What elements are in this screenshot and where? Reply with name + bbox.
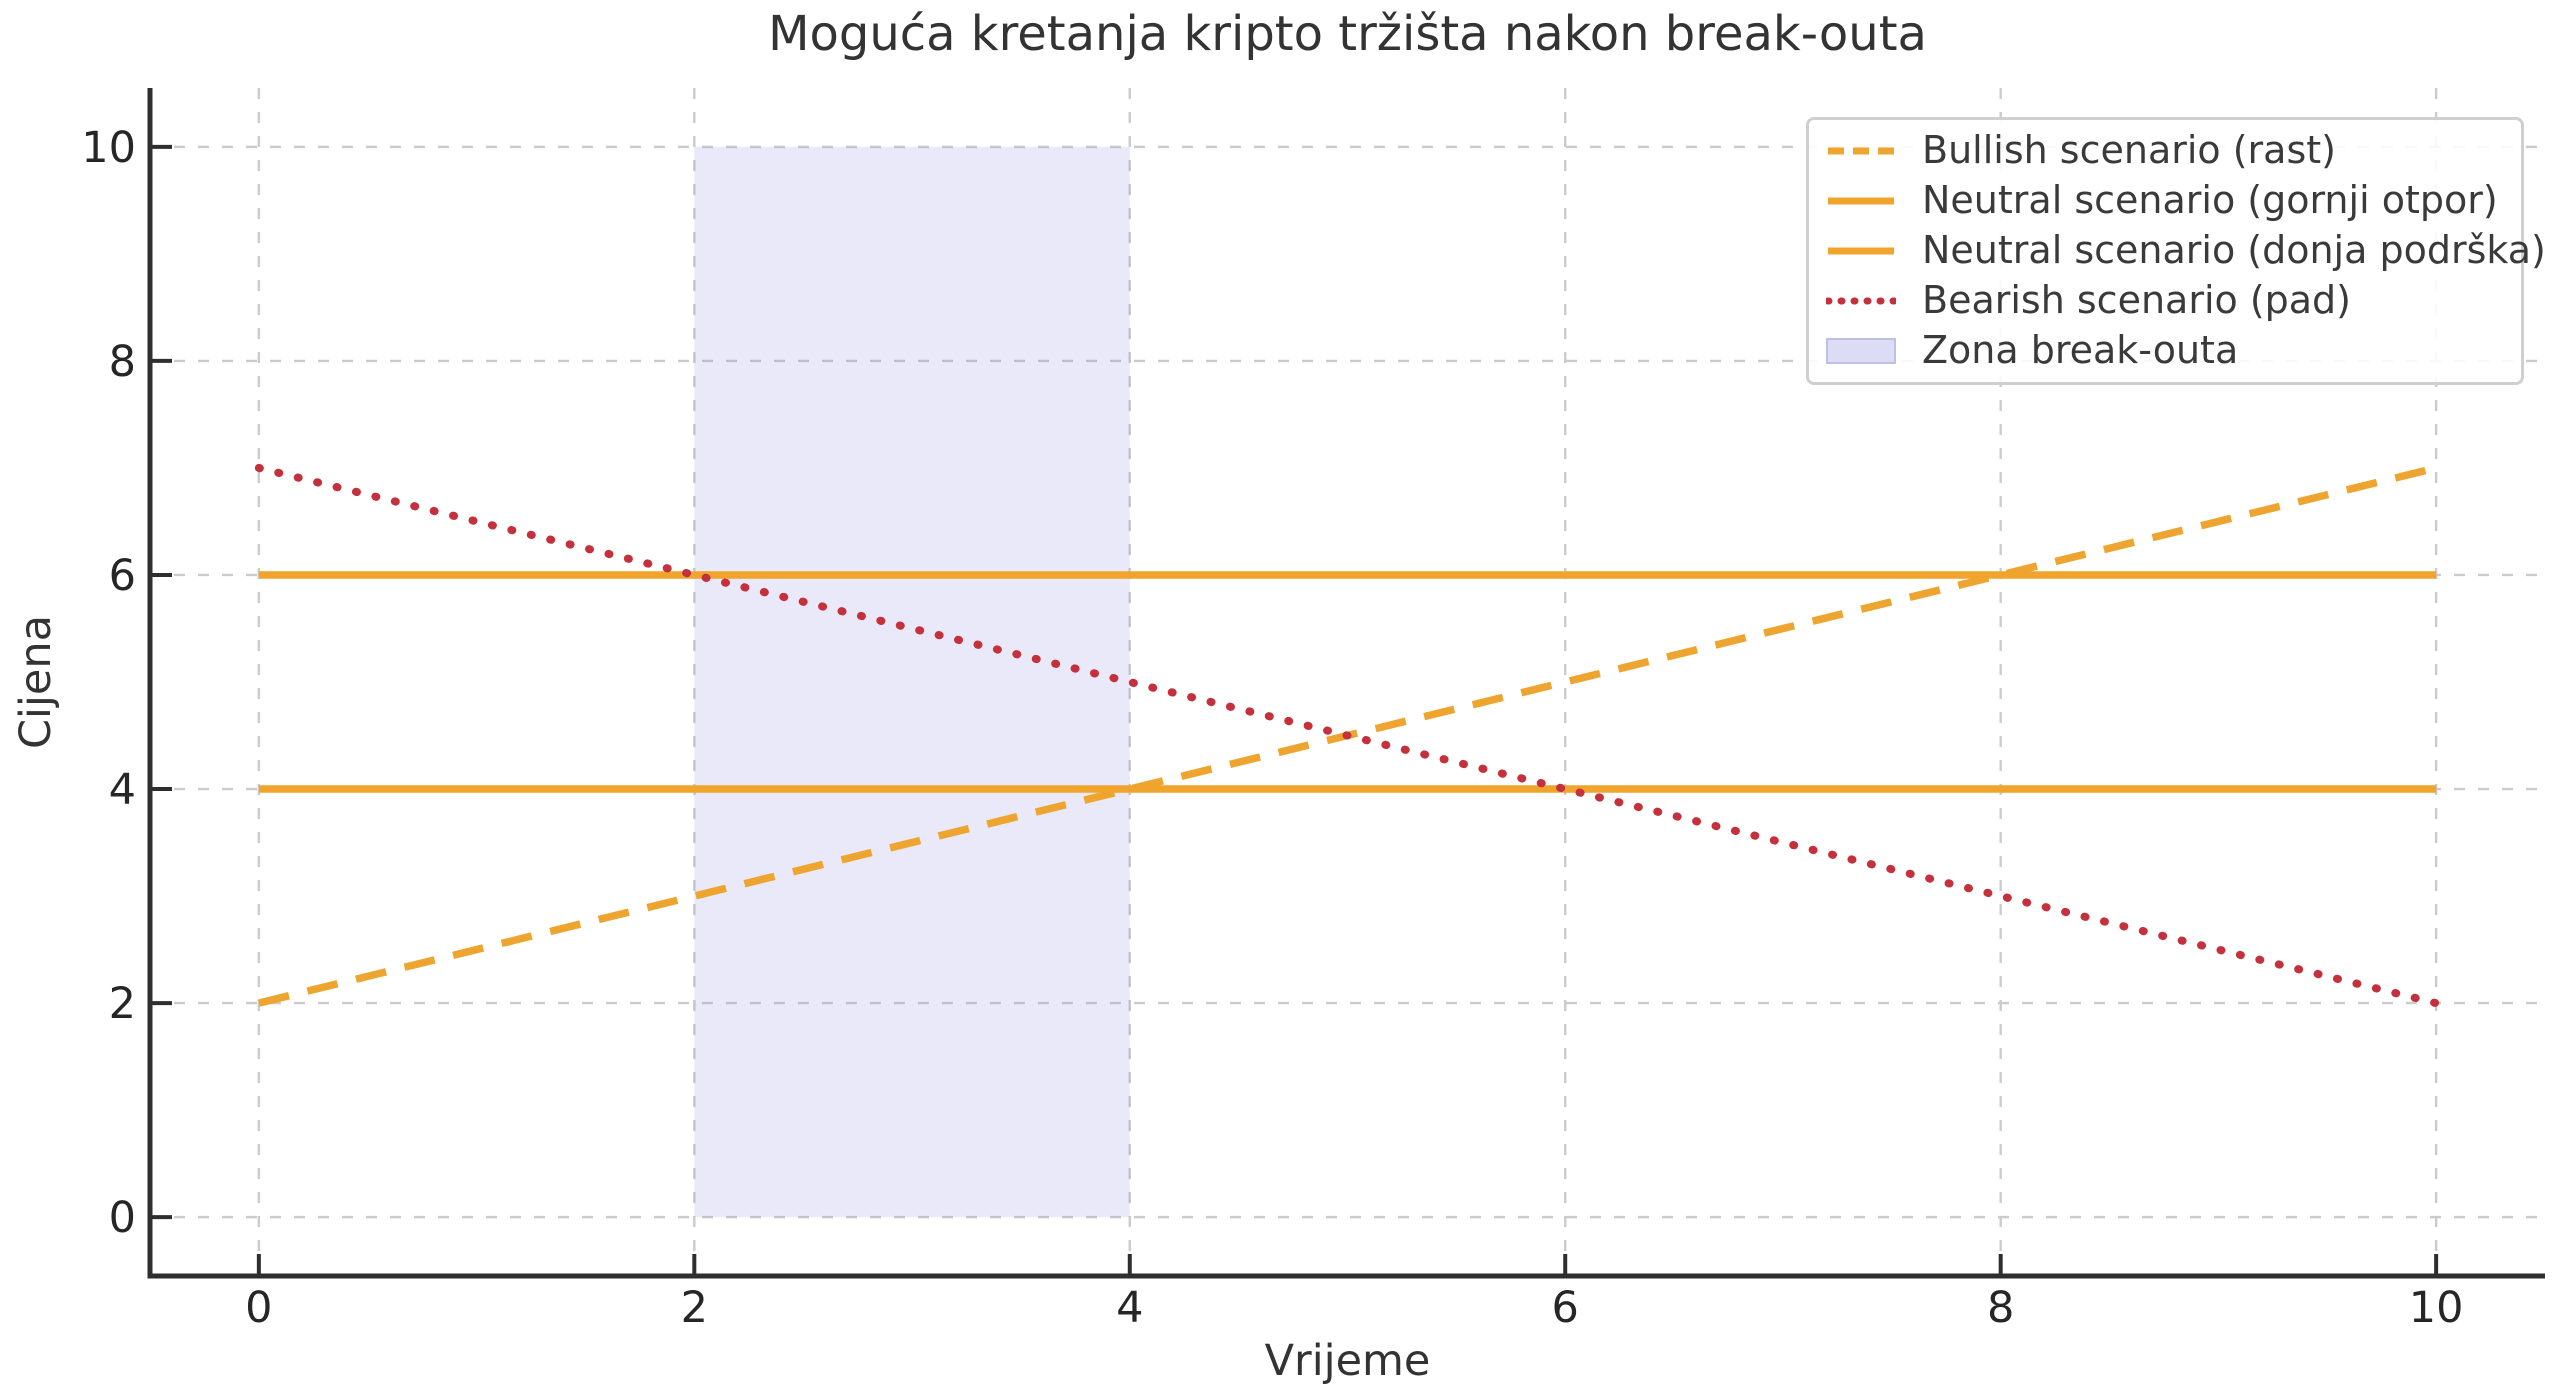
x-tick-label: 6 [1552,1283,1579,1333]
series-line-bearish-scenario-pad [254,463,2441,1008]
y-tick-label: 10 [81,123,136,173]
y-tick-label: 2 [109,979,136,1029]
legend-entry-bearish-scenario-pad: Bearish scenario (pad) [1809,276,2521,326]
bearish-scenario-pad-swatch-icon [1826,297,1896,305]
neutral-scenario-gornji-otpor-swatch-icon [1828,197,1894,205]
legend: Bullish scenario (rast) Neutral scenario … [1806,117,2546,385]
zona-break-outa-swatch-icon [1826,338,1896,364]
y-tick-label: 0 [109,1193,136,1243]
x-tick-label: 8 [1987,1283,2014,1333]
x-tick-label: 10 [2409,1283,2464,1333]
y-tick-label: 4 [109,765,136,815]
legend-entry-neutral-scenario-gornji-otpor: Neutral scenario (gornji otpor) [1809,176,2521,226]
legend-label: Bullish scenario (rast) [1922,128,2336,173]
x-tick-label: 4 [1116,1283,1143,1333]
y-tick-label: 8 [109,337,136,387]
legend-label: Bearish scenario (pad) [1922,278,2352,323]
zone-zona-break-outa [694,146,1130,1218]
neutral-scenario-donja-podr-ka-swatch-icon [1828,247,1894,255]
legend-label: Zona break-outa [1922,328,2239,373]
legend-entry-zona-break-outa: Zona break-outa [1809,326,2521,376]
legend-entry-bullish-scenario-rast: Bullish scenario (rast) [1809,126,2521,176]
x-axis-label: Vrijeme [1264,1336,1431,1386]
x-tick-label: 2 [681,1283,708,1333]
y-tick-label: 6 [109,551,136,601]
legend-entry-neutral-scenario-donja-podr-ka: Neutral scenario (donja podrška) [1809,226,2546,276]
bullish-scenario-rast-swatch-icon [1828,147,1894,155]
legend-label: Neutral scenario (donja podrška) [1922,228,2546,273]
chart-title: Moguća kretanja kripto tržišta nakon bre… [768,6,1927,62]
y-axis-label: Cijena [11,615,61,749]
legend-label: Neutral scenario (gornji otpor) [1922,178,2498,223]
x-tick-label: 0 [245,1283,272,1333]
